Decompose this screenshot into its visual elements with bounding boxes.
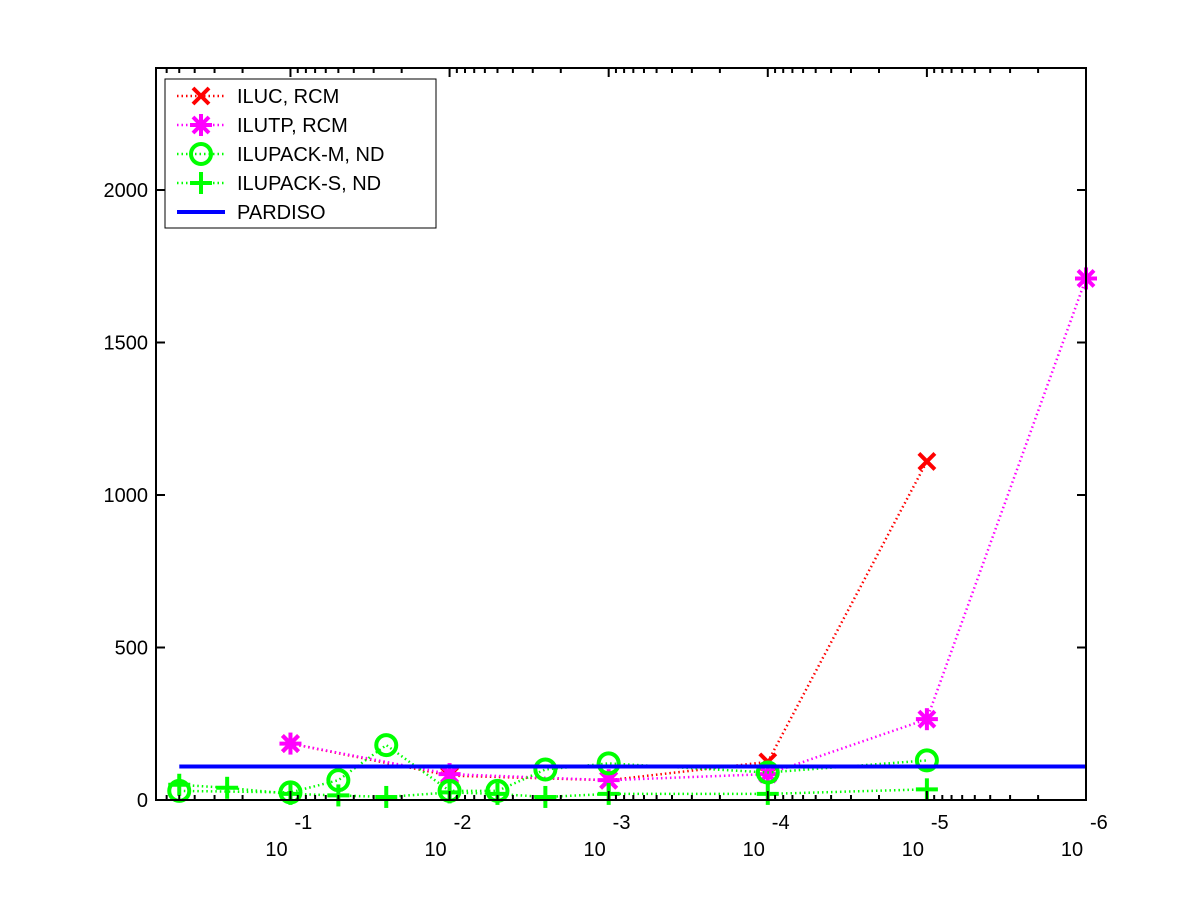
data-point-ilupack-m-nd [755, 760, 780, 785]
data-point-ilupack-m-nd [533, 757, 558, 782]
legend-item-iluc-rcm: ILUC, RCM [177, 86, 339, 108]
data-point-ilupack-s-nd [168, 773, 191, 796]
legend-label-iluc-rcm: ILUC, RCM [237, 86, 339, 108]
data-point-ilutp-rcm [915, 708, 938, 731]
x-tick-label-exponent: -1 [294, 812, 312, 834]
data-point-ilupack-m-nd [374, 733, 399, 758]
legend-marker-iluc-rcm [191, 86, 211, 106]
x-tick-label-base: 10 [902, 839, 924, 861]
legend-label-pardiso: PARDISO [237, 202, 326, 224]
legend-label-ilutp-rcm: ILUTP, RCM [237, 115, 348, 137]
x-tick-label-exponent: -3 [613, 812, 631, 834]
y-tick-label: 1500 [104, 333, 149, 355]
x-tick-label-base: 10 [584, 839, 606, 861]
tick-labels: 10 -1 10 -2 10 -3 10 -4 10 -5 10 -6 0 500 1000 1500 2000 [104, 180, 1108, 861]
legend-marker-ilutp-rcm [190, 114, 212, 136]
data-point-ilupack-s-nd [216, 776, 239, 799]
data-point-ilupack-m-nd [914, 748, 939, 773]
x-tick-label-base: 10 [424, 839, 446, 861]
data-point-iluc-rcm [917, 452, 937, 471]
x-tick-label-exponent: -2 [454, 812, 472, 834]
legend-marker-ilupack-m-nd [189, 142, 213, 166]
legend: ILUC, RCM ILUTP, RCM ILUPACK-M, ND ILUPACK-… [164, 78, 437, 229]
legend-label-ilupack-m-nd: ILUPACK-M, ND [237, 144, 384, 166]
data-point-ilupack-s-nd [375, 785, 398, 808]
data-point-ilupack-s-nd [534, 785, 557, 808]
data-point-ilutp-rcm [438, 763, 461, 786]
legend-item-ilupack-m-nd: ILUPACK-M, ND [177, 142, 384, 166]
data-point-ilupack-s-nd [486, 782, 509, 805]
series-line-ilupack-m-nd [179, 743, 927, 794]
plot-frame [155, 67, 1087, 801]
legend-item-pardiso: PARDISO [177, 202, 326, 224]
data-point-ilutp-rcm [279, 732, 302, 755]
legend-label-ilupack-s-nd: ILUPACK-S, ND [237, 173, 381, 195]
legend-item-ilutp-rcm: ILUTP, RCM [177, 114, 348, 137]
x-tick-label-base: 10 [265, 839, 287, 861]
legend-item-ilupack-s-nd: ILUPACK-S, ND [177, 172, 381, 195]
x-tick-label-base: 10 [1061, 839, 1083, 861]
series-line-ilutp-rcm [290, 277, 1088, 782]
data-point-ilupack-m-nd [596, 751, 621, 776]
y-tick-label: 0 [137, 790, 148, 812]
legend-marker-ilupack-s-nd [190, 172, 212, 194]
x-tick-label-exponent: -6 [1090, 812, 1108, 834]
x-tick-label-exponent: -5 [931, 812, 949, 834]
x-tick-label-exponent: -4 [772, 812, 790, 834]
x-tick-label-base: 10 [743, 839, 765, 861]
y-tick-label: 500 [115, 638, 148, 660]
y-tick-label: 1000 [104, 485, 149, 507]
y-tick-label: 2000 [104, 180, 149, 202]
